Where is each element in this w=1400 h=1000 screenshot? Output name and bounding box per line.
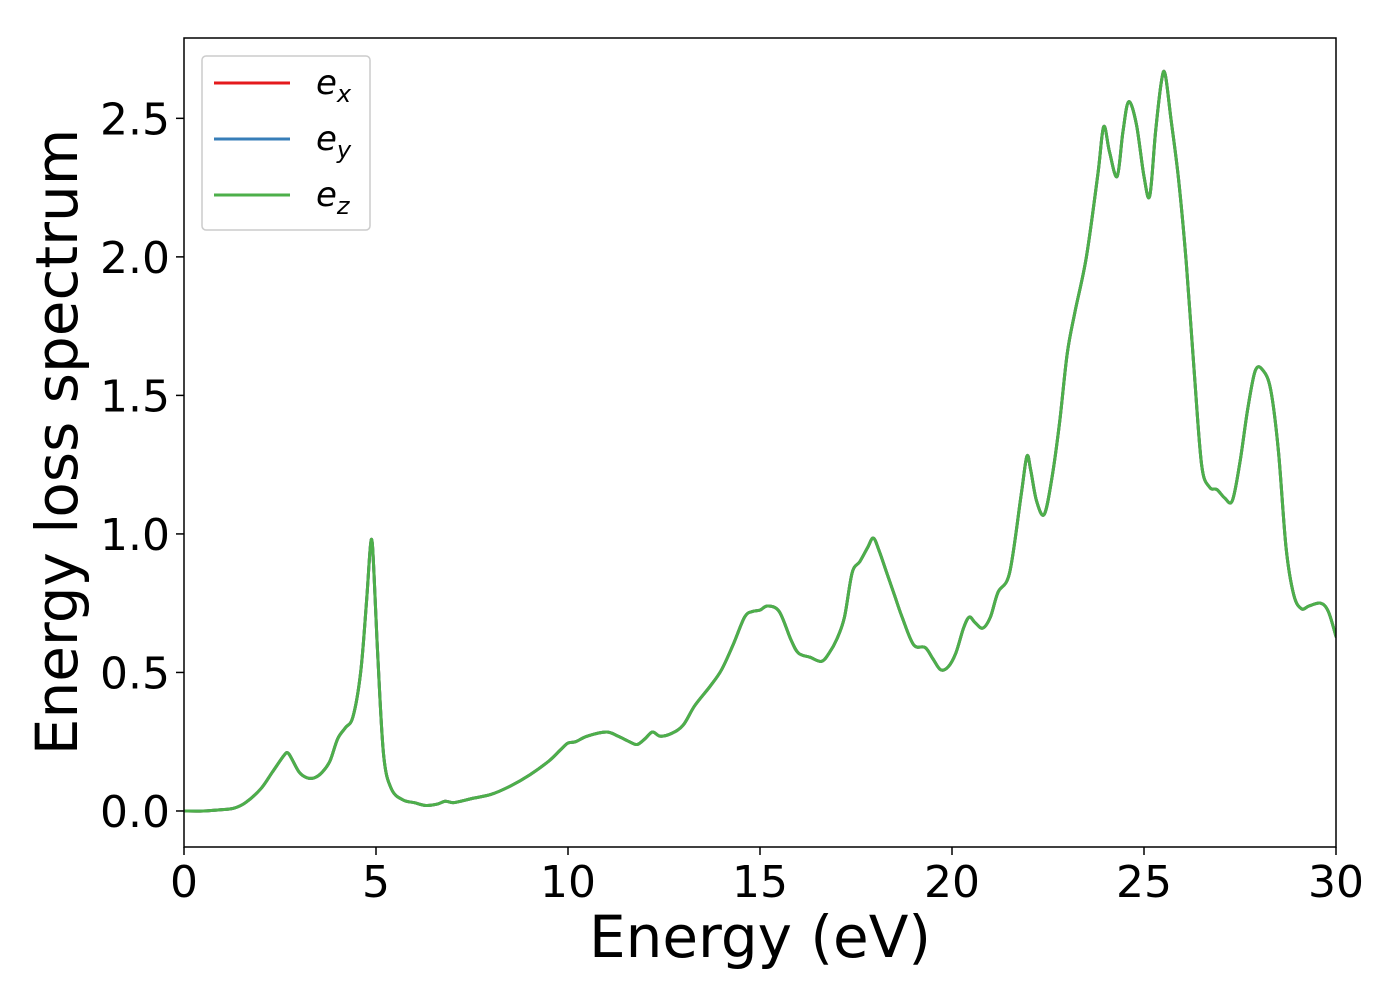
y-tick-label: 1.5: [100, 371, 170, 422]
legend: ex ey ez: [201, 55, 371, 231]
x-tick-label: 30: [1308, 857, 1364, 908]
y-tick-label: 0.0: [100, 787, 170, 838]
x-axis: 0 5 10 15 20 25 30: [170, 847, 1364, 908]
y-axis-title: Energy loss spectrum: [23, 129, 91, 755]
x-tick-label: 10: [540, 857, 596, 908]
x-tick-label: 15: [732, 857, 788, 908]
legend-box: [201, 55, 371, 231]
x-tick-label: 20: [924, 857, 980, 908]
y-tick-label: 0.5: [100, 648, 170, 699]
y-tick-label: 2.0: [100, 233, 170, 284]
legend-label-ex: ex: [316, 63, 352, 108]
x-tick-label: 25: [1116, 857, 1172, 908]
series-layer: [184, 69, 1336, 813]
y-axis: 0.0 0.5 1.0 1.5 2.0 2.5: [100, 94, 184, 838]
x-tick-label: 5: [362, 857, 390, 908]
series-line-ez: [184, 69, 1336, 813]
x-axis-title: Energy (eV): [589, 903, 931, 971]
x-tick-label: 0: [170, 857, 198, 908]
legend-label-ez: ez: [316, 175, 351, 220]
y-tick-label: 2.5: [100, 94, 170, 145]
y-tick-label: 1.0: [100, 510, 170, 561]
legend-label-ey: ey: [316, 119, 352, 164]
